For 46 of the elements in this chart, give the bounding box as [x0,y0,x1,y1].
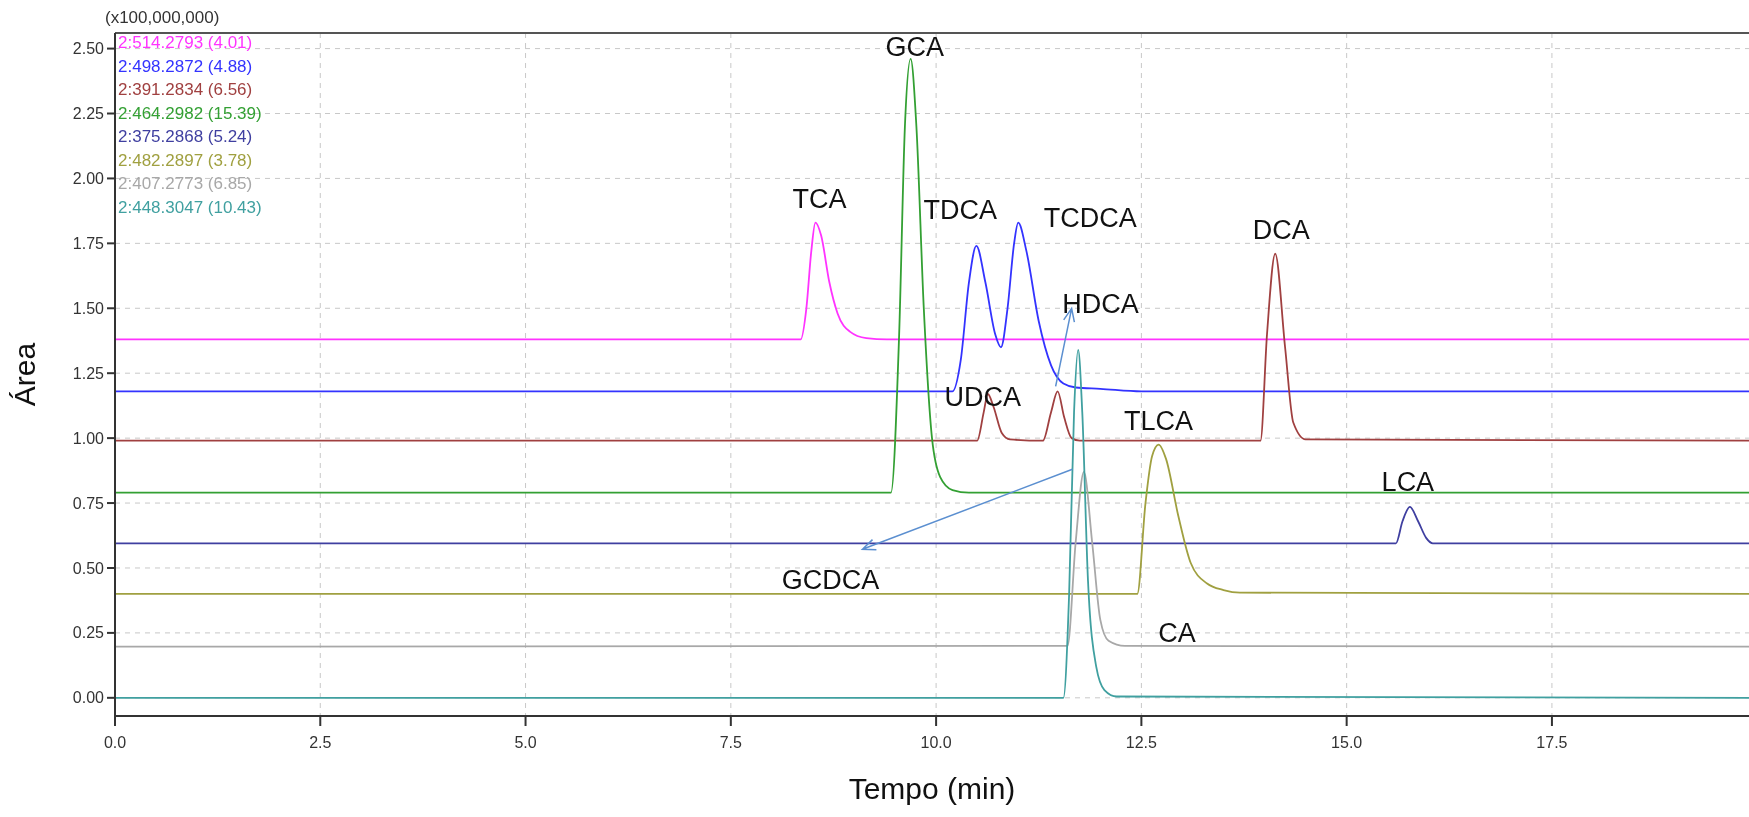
annotation: HDCA [1062,288,1139,319]
line-series [115,348,1749,699]
y-tick-label: 0.75 [72,494,105,512]
text: 2:464.2982 (15.39) [118,103,262,123]
text: 2:514.2793 (4.01) [118,33,253,52]
x-tick-label: 17.5 [1536,734,1568,751]
y-tick-label: 2.00 [72,170,105,188]
text: 2:375.2868 (5.24) [118,127,253,146]
annotation: GCDCA [781,564,880,595]
text: 2:482.2897 (3.78) [118,150,253,170]
y-tick-label: 0.00 [72,689,105,707]
text: 2:391.2834 (6.56) [118,80,253,99]
annotation: TDCA [923,195,998,226]
x-tick-label: 5.0 [514,734,537,751]
text: 2:407.2773 (6.85) [118,174,253,193]
x-tick-label: 10.0 [920,734,952,751]
y-tick-label: 1.25 [72,364,105,382]
annotation: TCA [792,184,847,215]
x-tick-label: 0.0 [103,734,127,751]
x-tick-label: 12.5 [1125,734,1158,751]
annotation: TLCA [1124,406,1194,437]
text: (x100,000,000) [105,8,220,27]
annotation: CA [1158,618,1196,649]
line-series [115,58,1749,494]
y-tick-label: 0.25 [72,624,105,642]
y-axis-title: Área [8,342,41,407]
line-series [115,443,1749,595]
text: 2:448.3047 (10.43) [118,197,262,217]
text: 2:498.2872 (4.88) [118,56,253,76]
y-tick-label: 2.50 [72,40,105,58]
annotation: TCDCA [1043,203,1137,234]
y-tick-label: 1.00 [72,429,105,447]
y-tick-label: 1.75 [72,234,105,252]
annotation: LCA [1381,467,1435,498]
y-tick-label: 2.25 [72,105,105,123]
y-tick-label: 0.50 [72,559,105,577]
x-tick-label: 7.5 [719,734,743,751]
annotation: DCA [1252,215,1310,246]
x-tick-label: 2.5 [309,734,332,751]
annotation: GCA [885,32,944,63]
x-axis-title: Tempo (min) [848,772,1016,805]
x-tick-label: 15.0 [1331,734,1363,751]
line-series [115,252,1749,442]
line-series [115,506,1749,545]
y-tick-label: 1.50 [72,299,105,317]
line-series [115,470,1749,648]
